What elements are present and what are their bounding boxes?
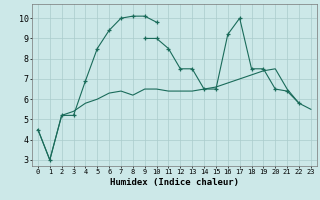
X-axis label: Humidex (Indice chaleur): Humidex (Indice chaleur): [110, 178, 239, 187]
